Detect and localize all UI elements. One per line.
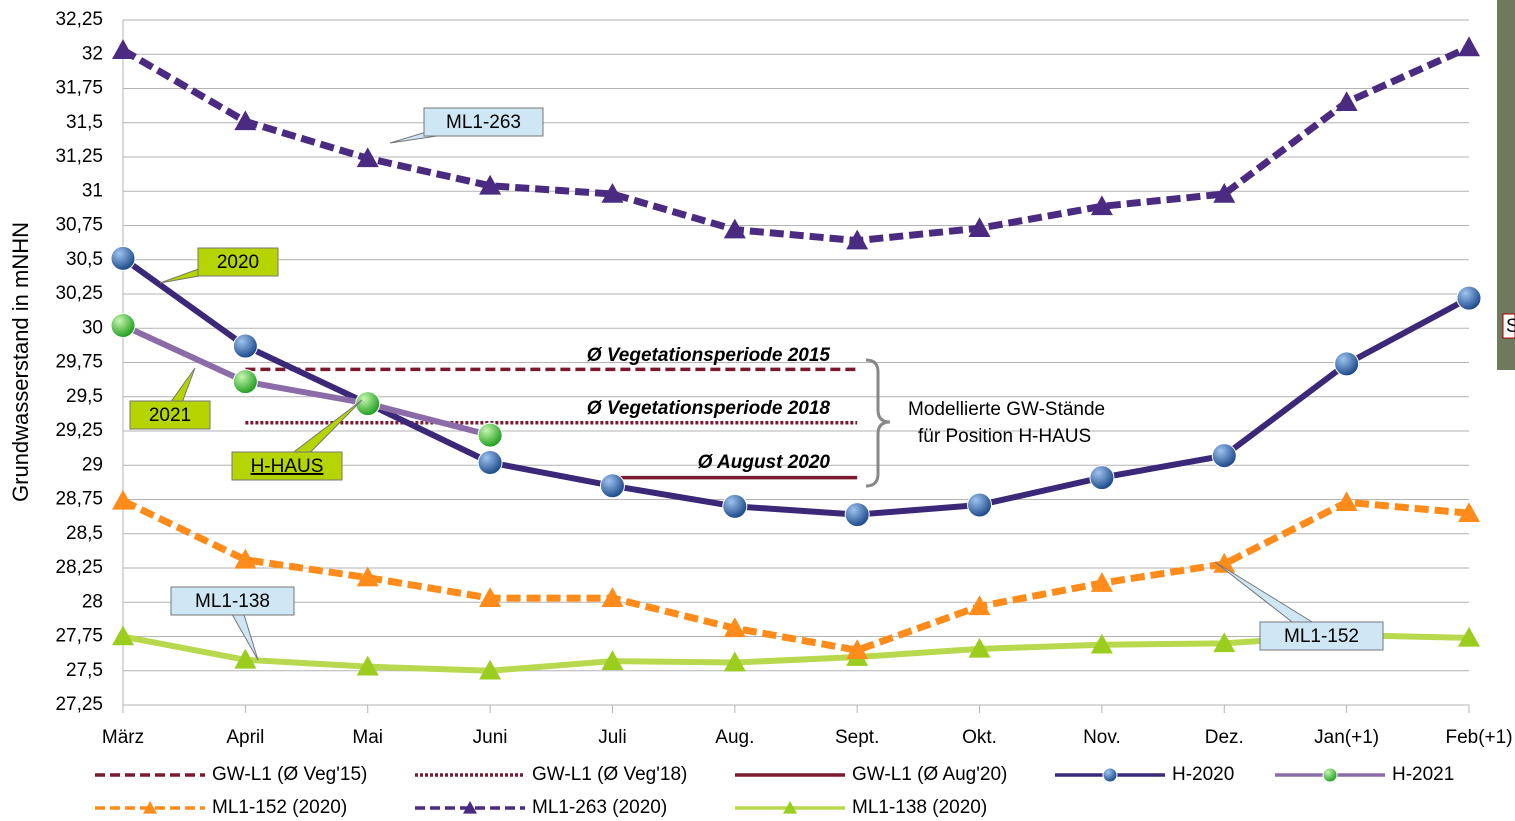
annotation: Ø August 2020 <box>698 452 831 473</box>
marker <box>968 493 992 517</box>
x-tick-label: März <box>102 727 144 748</box>
annotation: Ø Vegetationsperiode 2018 <box>587 398 831 419</box>
x-tick-label: Okt. <box>962 727 997 748</box>
y-axis-label: Grundwasserstand in mNHN <box>8 222 33 502</box>
y-tick-label: 29,75 <box>55 352 103 373</box>
annotation: Ø Vegetationsperiode 2015 <box>587 345 831 366</box>
y-tick-label: 27,5 <box>66 660 103 681</box>
x-tick-label: April <box>226 727 264 748</box>
marker <box>723 494 747 518</box>
callout-label: ML1-138 <box>195 591 270 612</box>
x-tick-label: Aug. <box>715 727 754 748</box>
x-tick-label: Nov. <box>1083 727 1121 748</box>
marker <box>111 246 135 270</box>
marker <box>1212 444 1236 468</box>
y-tick-label: 27,75 <box>55 626 103 647</box>
y-tick-label: 31 <box>82 180 103 201</box>
y-tick-label: 29,25 <box>55 420 103 441</box>
y-tick-label: 29 <box>82 454 103 475</box>
legend-label: ML1-152 (2020) <box>212 797 347 818</box>
marker <box>1335 352 1359 376</box>
marker <box>845 503 869 527</box>
marker <box>233 334 257 358</box>
legend-label: ML1-138 (2020) <box>852 797 987 818</box>
marker <box>478 451 502 475</box>
series-line <box>123 47 1469 240</box>
x-tick-label: Mai <box>352 727 383 748</box>
legend-label: H-2021 <box>1392 764 1454 785</box>
legend-label: GW-L1 (Ø Veg'15) <box>212 764 367 785</box>
y-tick-label: 30,5 <box>66 249 103 270</box>
map-label: S <box>1506 316 1515 337</box>
y-tick-label: 30,25 <box>55 283 103 304</box>
y-tick-label: 27,25 <box>55 694 103 715</box>
y-tick-label: 32,25 <box>55 9 103 30</box>
chart: S Grundwasserstand in mNHN 27,25 27,5 27,7… <box>0 0 1515 821</box>
y-tick-label: 32 <box>82 43 103 64</box>
x-tick-label: Juli <box>598 727 627 748</box>
annotation: für Position H-HAUS <box>918 426 1091 447</box>
marker <box>1336 91 1358 111</box>
marker <box>111 314 135 338</box>
y-tick-label: 28,5 <box>66 523 103 544</box>
marker <box>846 230 868 250</box>
x-tick-label: Jan(+1) <box>1314 727 1379 748</box>
callout-label: 2020 <box>217 252 259 273</box>
marker <box>356 392 380 416</box>
y-tick-label: 28 <box>82 591 103 612</box>
brace <box>866 360 890 486</box>
marker <box>600 474 624 498</box>
legend-label: GW-L1 (Ø Aug'20) <box>852 764 1007 785</box>
marker <box>478 423 502 447</box>
annotation: Modellierte GW-Stände <box>908 399 1105 420</box>
y-tick-label: 28,25 <box>55 557 103 578</box>
y-tick-label: 29,5 <box>66 386 103 407</box>
callout-label: 2021 <box>149 405 191 426</box>
marker <box>233 370 257 394</box>
marker <box>1090 466 1114 490</box>
marker <box>1458 36 1480 56</box>
y-tick-label: 28,75 <box>55 489 103 510</box>
y-tick-label: 31,75 <box>55 78 103 99</box>
legend-label: H-2020 <box>1172 764 1234 785</box>
page: S Grundwasserstand in mNHN 27,25 27,5 27,7… <box>0 0 1515 821</box>
callout-label: ML1-152 <box>1284 626 1359 647</box>
x-tick-label: Sept. <box>835 727 879 748</box>
callout-label: ML1-263 <box>446 112 521 133</box>
x-tick-label: Juni <box>473 727 508 748</box>
marker <box>1103 768 1117 782</box>
x-tick-label: Feb(+1) <box>1445 727 1512 748</box>
marker <box>1457 286 1481 310</box>
marker <box>1323 768 1337 782</box>
marker <box>1336 491 1358 511</box>
y-tick-label: 30 <box>82 317 103 338</box>
legend-label: ML1-263 (2020) <box>532 797 667 818</box>
callout-label: H-HAUS <box>251 456 324 477</box>
marker <box>112 39 134 59</box>
y-tick-label: 31,5 <box>66 112 103 133</box>
y-tick-label: 30,75 <box>55 215 103 236</box>
legend-label: GW-L1 (Ø Veg'18) <box>532 764 687 785</box>
y-tick-label: 31,25 <box>55 146 103 167</box>
x-tick-label: Dez. <box>1205 727 1244 748</box>
